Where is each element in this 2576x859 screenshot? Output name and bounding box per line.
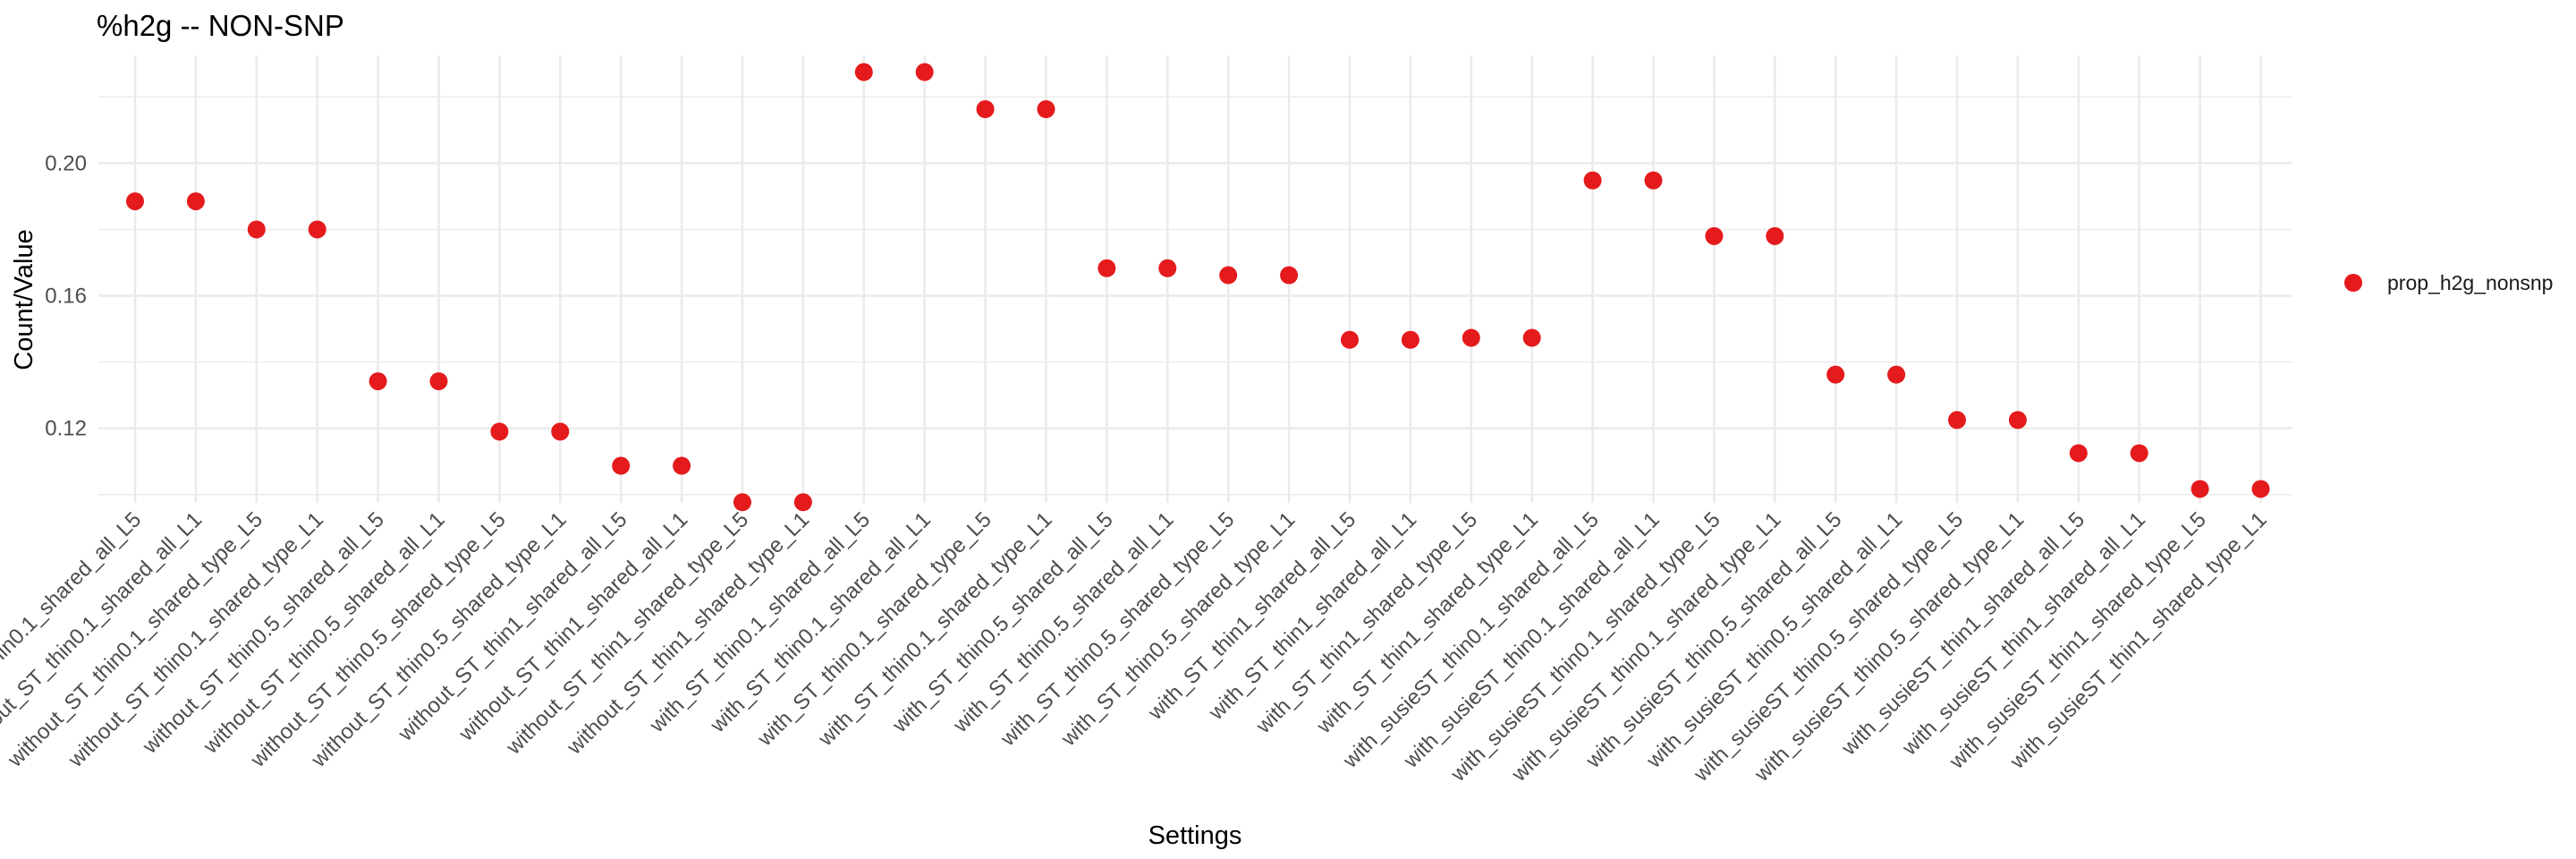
data-point [490, 422, 509, 441]
data-point [1280, 266, 1299, 285]
y-tick-label: 0.16 [45, 285, 87, 309]
data-point [126, 191, 144, 210]
data-point [854, 63, 873, 81]
data-point [1158, 259, 1177, 277]
data-point [976, 100, 995, 118]
data-point [612, 456, 631, 475]
data-point [1462, 328, 1480, 347]
data-point [186, 191, 205, 210]
data-point [1097, 259, 1116, 277]
data-point [1705, 226, 1724, 245]
data-point [429, 372, 448, 391]
data-point [793, 493, 812, 512]
y-axis-title: Count/Value [10, 229, 38, 370]
data-point [673, 456, 691, 475]
chart-title: %h2g -- NON-SNP [97, 9, 344, 42]
legend-key-prop-h2g-nonsnp [2344, 274, 2362, 292]
y-tick-label: 0.12 [45, 417, 87, 441]
data-point [1887, 365, 1906, 384]
data-point [1583, 171, 1602, 190]
data-point [247, 220, 266, 239]
data-point [1766, 226, 1784, 245]
data-point [2251, 480, 2270, 498]
data-point [1341, 330, 1359, 349]
data-point [915, 63, 934, 81]
data-point [2130, 444, 2148, 463]
data-point [1644, 171, 1663, 190]
data-point [1219, 266, 1238, 285]
data-point [1522, 328, 1541, 347]
y-tick-label: 0.20 [45, 151, 87, 175]
data-point [369, 372, 387, 391]
data-point [1037, 100, 1055, 118]
data-point [2069, 444, 2088, 463]
data-point [2008, 411, 2027, 430]
data-point [1401, 330, 1419, 349]
data-point [733, 493, 751, 512]
data-point [2190, 480, 2209, 498]
data-point [308, 220, 326, 239]
legend: prop_h2g_nonsnp [2344, 271, 2553, 294]
y-tick-labels: 0.12 0.16 0.20 [45, 151, 87, 440]
data-points [126, 63, 2270, 512]
x-axis-title: Settings [1148, 821, 1242, 850]
legend-label-prop-h2g-nonsnp: prop_h2g_nonsnp [2387, 271, 2553, 294]
grid [98, 55, 2292, 503]
data-point [551, 422, 570, 441]
data-point [1826, 365, 1845, 384]
data-point [1948, 411, 1966, 430]
